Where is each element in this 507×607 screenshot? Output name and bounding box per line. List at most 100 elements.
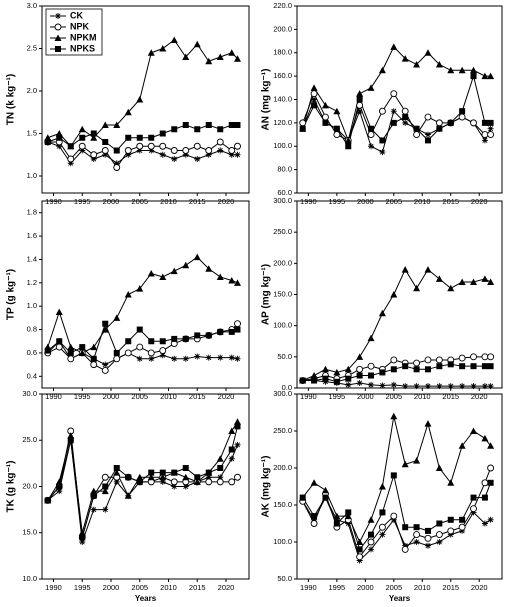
marker [234,326,241,333]
marker [481,434,489,442]
y-tick-label: 60.0 [277,188,292,197]
marker [356,353,364,360]
marker [310,84,318,91]
marker [402,363,409,370]
x-tick-label: 1990 [45,583,62,592]
marker [102,483,109,490]
y-tick-label: 2.5 [27,43,37,52]
marker [424,113,432,121]
marker [148,147,155,154]
x-tick-label: 2010 [414,583,431,592]
marker [401,266,409,273]
x-tick-label: 2010 [160,583,177,592]
y-tick-label: 1.4 [27,254,37,263]
marker [124,147,132,154]
marker [424,383,431,390]
marker [447,284,455,292]
marker [90,130,97,137]
marker [390,356,398,364]
marker [182,261,190,269]
marker [67,143,74,150]
marker [378,66,386,74]
marker [171,126,178,133]
marker [55,478,63,485]
y-axis-label: AK (mg kg⁻¹) [261,456,272,518]
y-tick-label: 140.0 [273,94,292,103]
marker [113,355,121,363]
y-tick-label: 100.0 [273,321,292,330]
marker [470,73,477,80]
y-axis-label: TP (g kg⁻¹) [6,269,17,320]
marker [217,328,224,335]
marker [356,108,363,115]
marker [435,464,443,471]
marker [447,361,454,368]
marker [379,531,386,538]
y-tick-label: 2.0 [27,86,37,95]
marker [205,147,213,154]
marker [459,108,466,115]
marker [356,96,363,103]
y-tick-label: 0.8 [27,325,37,334]
series-line [302,416,492,544]
marker [182,465,189,471]
plot-frame [41,200,250,389]
marker [487,278,495,286]
marker [481,363,488,370]
marker [228,478,236,486]
marker [101,147,109,154]
x-tick-label: 2015 [442,583,459,592]
marker [90,355,97,362]
series-line [47,39,238,148]
marker [447,383,454,390]
y-tick-label: 1.5 [27,128,37,137]
marker [102,151,109,158]
marker [424,131,431,138]
marker [402,524,409,531]
series-line [302,268,491,381]
marker [228,354,235,361]
series-line [47,340,238,366]
marker [310,372,318,379]
marker [113,121,121,128]
marker [79,134,86,141]
y-tick-label: 150.0 [273,500,292,509]
marker [234,355,241,362]
marker [459,516,466,523]
marker [159,45,167,52]
marker [159,478,166,485]
marker [228,446,235,453]
marker [436,383,443,390]
marker [413,383,420,390]
marker [159,151,166,158]
marker [311,102,318,109]
marker [234,473,241,481]
marker [322,378,329,385]
marker [470,363,477,370]
marker [136,326,143,333]
marker [159,469,166,476]
marker [367,516,375,523]
marker [487,516,494,523]
marker [136,343,144,351]
marker [182,335,189,342]
marker [193,142,201,150]
marker [159,473,167,481]
marker [487,464,495,472]
marker [102,506,109,513]
marker [447,531,454,538]
marker [182,473,190,481]
marker [159,273,167,280]
marker [390,119,397,126]
marker [170,267,178,275]
marker [378,483,386,490]
plot-frame [296,393,503,580]
marker [90,487,98,495]
marker [413,60,421,68]
marker [311,96,318,103]
marker [458,442,466,449]
marker [379,149,386,156]
marker [481,479,489,487]
marker [424,266,432,273]
marker [171,355,178,362]
